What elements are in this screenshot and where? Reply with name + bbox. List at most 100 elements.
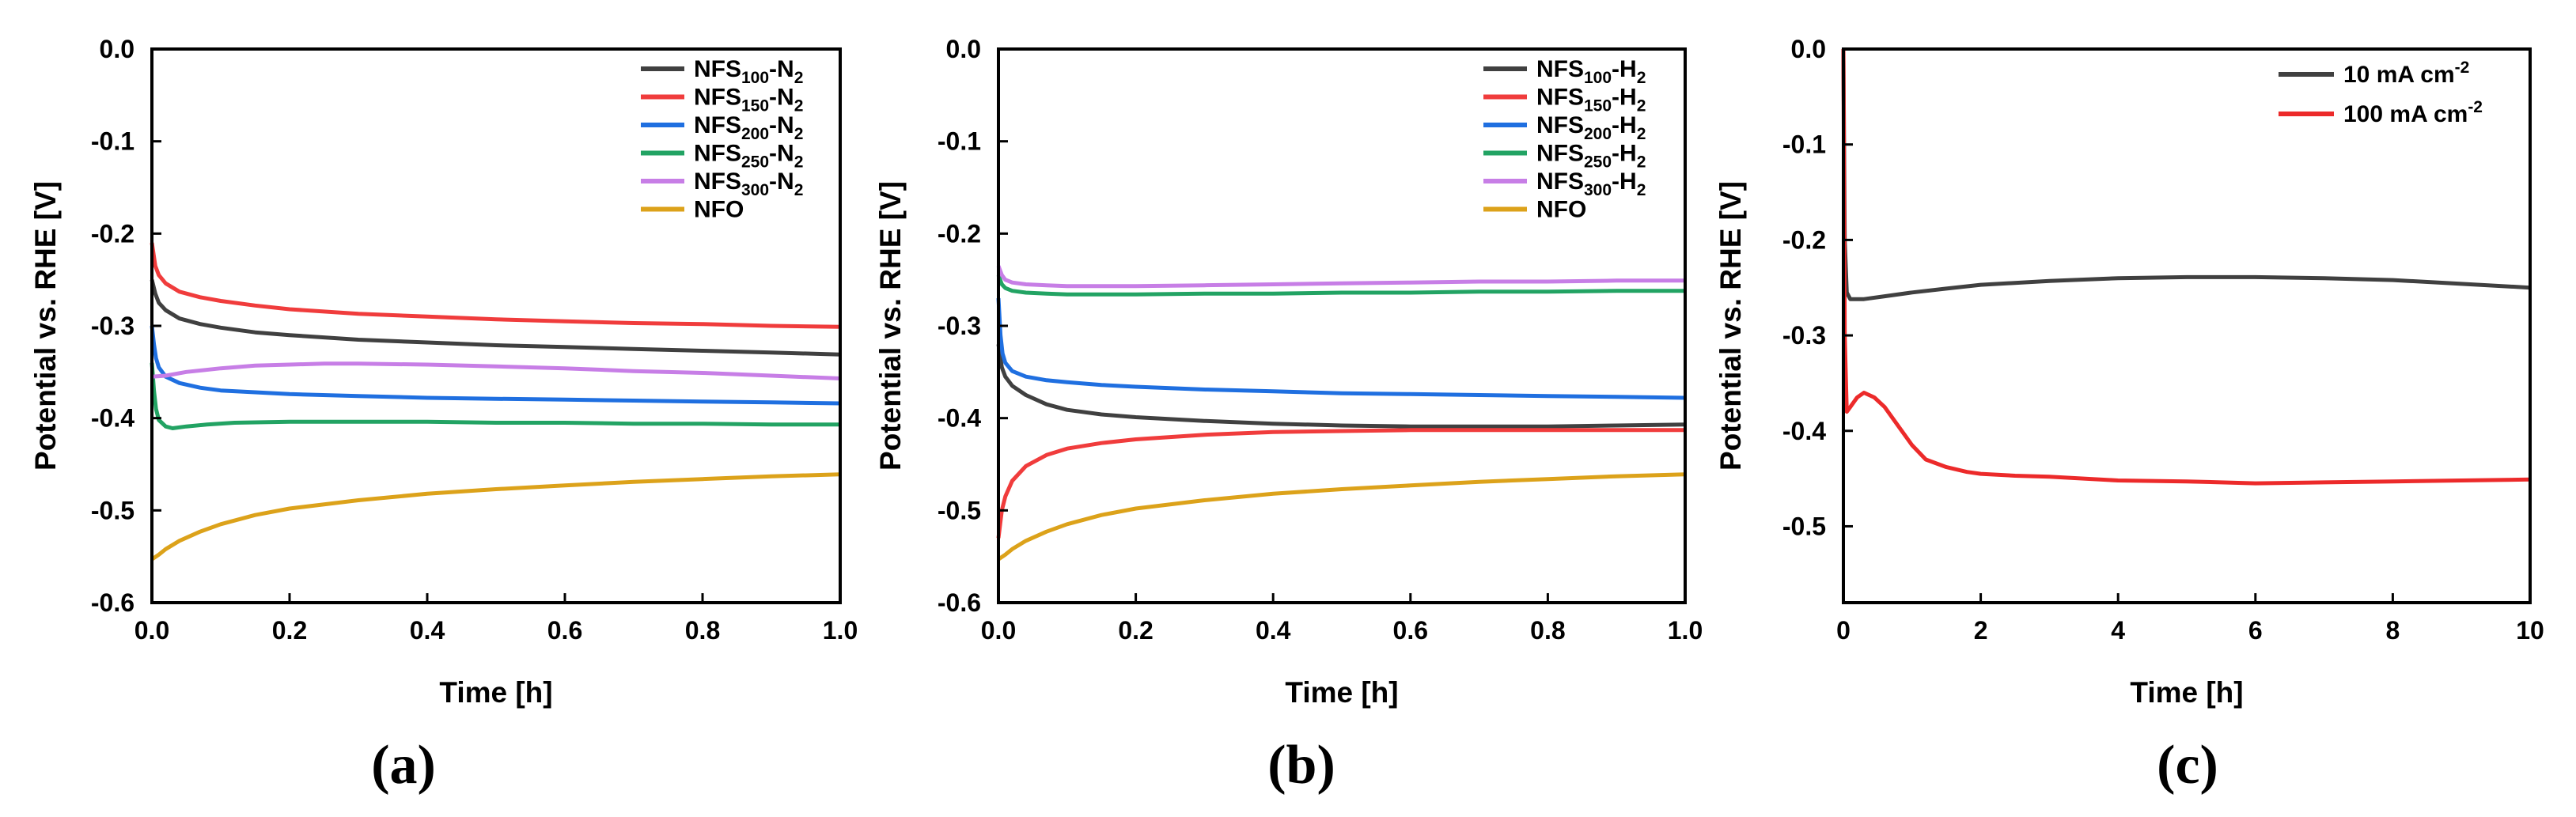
legend-label-b-0: NFS100-H2 — [1536, 56, 1646, 87]
legend-label-mid: -N — [769, 112, 794, 138]
legend-label-a-5: NFO — [694, 197, 744, 223]
legend-label-sub2: 2 — [1637, 69, 1646, 87]
y-tick-label-a-2: -0.2 — [91, 219, 134, 248]
x-tick-label-c-4: 8 — [2386, 616, 2400, 645]
legend-label-sub2: 2 — [1637, 97, 1646, 115]
legend-label-base: NFS — [694, 141, 741, 167]
y-tick-label-b-5: -0.5 — [938, 496, 981, 524]
legend-label-sub2: 2 — [794, 181, 804, 199]
panel-a-chart: 0.0 0.2 0.4 0.6 0.8 1.0 0.0 -0.1 -0.2 -0.3 -0.4 -0.… — [29, 35, 858, 796]
legend-label-a-0: NFS100-N2 — [694, 56, 803, 87]
plot-frame-c — [1842, 47, 2532, 604]
y-tick-label-a-5: -0.5 — [91, 496, 134, 524]
series-line-b-1 — [996, 428, 1685, 539]
x-tick-label-b-2: 0.4 — [1256, 616, 1291, 645]
legend-label-base: NFS — [1536, 141, 1584, 167]
x-tick-label-a-5: 1.0 — [823, 616, 858, 645]
legend-label-a-2: NFS200-N2 — [694, 112, 803, 143]
series-line-c-1 — [1841, 48, 2531, 486]
legend-label-sub: 150 — [741, 97, 769, 115]
y-tick-label-c-4: -0.4 — [1782, 417, 1826, 445]
legend-label-b-3: NFS250-H2 — [1536, 141, 1646, 172]
series-line-a-0 — [150, 279, 841, 357]
legend-label-base: NFS — [1536, 85, 1584, 111]
legend-label-b-5: NFO — [1536, 197, 1586, 223]
legend-label-sub: 250 — [741, 153, 769, 172]
legend-label-mid: -H — [1612, 112, 1637, 138]
x-tick-label-c-3: 6 — [2248, 616, 2263, 645]
legend-label-mid: -N — [769, 85, 794, 111]
series-line-b-4 — [996, 265, 1685, 289]
legend-label-sub2: 2 — [794, 125, 804, 143]
legend-label-sub: 100 — [1584, 69, 1612, 87]
x-tick-label-c-2: 4 — [2111, 616, 2125, 645]
y-tick-label-b-2: -0.2 — [938, 219, 981, 248]
x-tick-label-c-1: 2 — [1974, 616, 1988, 645]
x-tick-label-a-3: 0.6 — [547, 616, 582, 645]
legend-label-b-1: NFS150-H2 — [1536, 85, 1646, 115]
legend-label-base: 100 mA cm — [2343, 101, 2468, 127]
panel-label-a: (a) — [371, 735, 436, 796]
legend-b: NFS100-H2NFS150-H2NFS200-H2NFS250-H2NFS3… — [1483, 56, 1646, 223]
y-tick-label-c-2: -0.2 — [1782, 225, 1826, 254]
y-tick-label-b-4: -0.4 — [938, 404, 981, 433]
legend-label-mid: -N — [769, 168, 794, 195]
legend-label-sub: 300 — [1584, 181, 1612, 199]
legend-label-mid: -N — [769, 56, 794, 82]
series-line-a-2 — [150, 325, 841, 406]
panel-c-chart: 0 2 4 6 8 10 0.0 -0.1 -0.2 -0.3 -0.4 -0.5 Time [h] Po… — [1714, 35, 2544, 796]
legend-label-mid: -H — [1612, 168, 1637, 195]
legend-label-sup: -2 — [2455, 59, 2470, 77]
legend-label-mid: -H — [1612, 141, 1637, 167]
x-tick-label-c-0: 0 — [1836, 616, 1851, 645]
x-tick-label-b-1: 0.2 — [1118, 616, 1153, 645]
y-tick-label-c-5: -0.5 — [1782, 512, 1826, 540]
legend-label-base: NFS — [694, 85, 741, 111]
series-line-a-5 — [150, 472, 841, 562]
series-line-b-3 — [996, 274, 1685, 297]
y-axis-title-b: Potential vs. RHE [V] — [874, 181, 907, 471]
legend-label-base: NFO — [694, 197, 744, 223]
y-tick-label-a-6: -0.6 — [91, 588, 134, 617]
y-tick-label-a-3: -0.3 — [91, 312, 134, 340]
legend-label-base: NFS — [694, 112, 741, 138]
y-tick-label-c-3: -0.3 — [1782, 321, 1826, 350]
y-tick-label-c-0: 0.0 — [1791, 35, 1826, 63]
x-tick-label-b-3: 0.6 — [1393, 616, 1428, 645]
x-tick-label-c-5: 10 — [2516, 616, 2544, 645]
legend-label-base: NFO — [1536, 197, 1586, 223]
legend-label-sub2: 2 — [1637, 125, 1646, 143]
legend-a: NFS100-N2NFS150-N2NFS200-N2NFS250-N2NFS3… — [641, 56, 803, 223]
x-tick-label-b-0: 0.0 — [981, 616, 1016, 645]
y-tick-label-b-6: -0.6 — [938, 588, 981, 617]
legend-label-sup: -2 — [2468, 98, 2483, 116]
y-tick-label-a-0: 0.0 — [100, 35, 134, 63]
legend-label-sub2: 2 — [1637, 181, 1646, 199]
legend-label-base: NFS — [1536, 56, 1584, 82]
y-tick-label-b-0: 0.0 — [946, 35, 981, 63]
x-tick-label-a-1: 0.2 — [272, 616, 307, 645]
x-tick-label-a-2: 0.4 — [410, 616, 445, 645]
x-axis-title-b: Time [h] — [1285, 676, 1398, 709]
legend-label-sub: 150 — [1584, 97, 1612, 115]
y-tick-label-a-1: -0.1 — [91, 127, 134, 156]
series-line-a-1 — [150, 242, 841, 329]
x-axis-title-a: Time [h] — [439, 676, 552, 709]
x-axis-title-c: Time [h] — [2130, 676, 2243, 709]
legend-label-sub: 200 — [741, 125, 769, 143]
series-line-c-0 — [1841, 48, 2531, 301]
legend-label-base: NFS — [694, 168, 741, 195]
panel-b-chart: 0.0 0.2 0.4 0.6 0.8 1.0 0.0 -0.1 -0.2 -0.3 -0.4 -0.… — [874, 35, 1703, 796]
legend-label-a-3: NFS250-N2 — [694, 141, 803, 172]
panel-label-c: (c) — [2157, 735, 2218, 796]
panel-label-b: (b) — [1267, 735, 1335, 796]
legend-label-mid: -N — [769, 141, 794, 167]
legend-label-c-0: 10 mA cm-2 — [2343, 59, 2469, 88]
legend-label-sub: 100 — [741, 69, 769, 87]
series-line-b-2 — [996, 297, 1686, 400]
legend-label-sub2: 2 — [794, 97, 804, 115]
x-tick-label-a-4: 0.8 — [685, 616, 720, 645]
x-tick-label-b-4: 0.8 — [1530, 616, 1565, 645]
